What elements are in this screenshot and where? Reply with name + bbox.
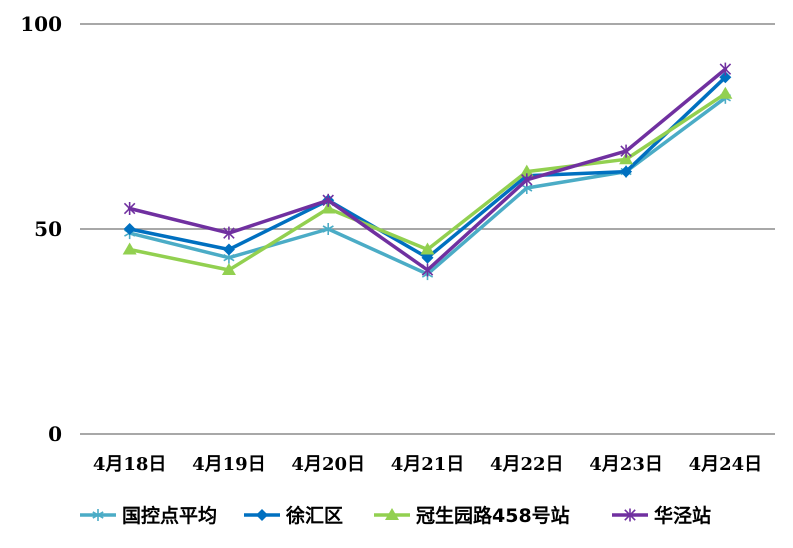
series-3 bbox=[122, 86, 733, 275]
x-tick-label-4: 4月21日 bbox=[391, 454, 465, 475]
x-tick-label-7: 4月24日 bbox=[689, 454, 763, 475]
y-tick-label-0: 0 bbox=[48, 422, 62, 446]
series-3-point-6 bbox=[619, 152, 634, 165]
series-lines bbox=[122, 62, 733, 281]
series-2 bbox=[123, 71, 732, 264]
legend-marker-4 bbox=[624, 508, 636, 522]
series-4-point-4 bbox=[421, 263, 434, 277]
series-3-point-3 bbox=[321, 201, 336, 214]
legend-item-2: 徐汇区 bbox=[244, 504, 343, 527]
series-3-point-7 bbox=[718, 86, 733, 99]
legend-marker-3 bbox=[385, 508, 399, 520]
x-axis-category-labels: 4月18日 4月19日 4月20日 4月21日 4月22日 4月23日 4月24日 bbox=[93, 454, 762, 475]
series-2-point-1 bbox=[123, 223, 136, 235]
y-tick-label-50: 50 bbox=[34, 217, 62, 241]
series-2-point-4 bbox=[421, 251, 434, 264]
x-tick-label-3: 4月20日 bbox=[291, 454, 365, 475]
legend-label-3: 冠生园路458号站 bbox=[416, 504, 570, 527]
x-tick-label-5: 4月22日 bbox=[490, 454, 564, 475]
legend-label-1: 国控点平均 bbox=[122, 504, 217, 527]
legend-item-4: 华泾站 bbox=[612, 504, 711, 527]
gridlines bbox=[80, 23, 775, 435]
legend-marker-1 bbox=[92, 509, 104, 521]
series-2-point-7 bbox=[719, 71, 732, 84]
series-4-point-3 bbox=[322, 193, 334, 207]
legend-item-3: 冠生园路458号站 bbox=[374, 504, 570, 527]
series-3-point-2 bbox=[221, 263, 236, 275]
series-4-point-2 bbox=[223, 226, 235, 240]
legend-item-1: 国控点平均 bbox=[80, 504, 217, 527]
series-2-point-2 bbox=[222, 243, 235, 256]
series-1-point-3 bbox=[322, 223, 334, 235]
x-tick-label-1: 4月18日 bbox=[93, 454, 167, 475]
series-4-point-1 bbox=[123, 202, 136, 215]
series-4-point-5 bbox=[521, 173, 533, 187]
x-tick-label-6: 4月23日 bbox=[589, 454, 663, 475]
series-4-point-6 bbox=[620, 144, 632, 158]
legend-label-2: 徐汇区 bbox=[285, 504, 343, 527]
legend: 国控点平均 徐汇区 冠生园路458号站 华泾站 bbox=[80, 504, 711, 527]
series-3-point-1 bbox=[122, 242, 137, 255]
series-4-line bbox=[127, 67, 728, 272]
legend-marker-2 bbox=[256, 509, 268, 521]
legend-label-4: 华泾站 bbox=[654, 504, 711, 527]
y-axis-tick-labels: 0 50 100 bbox=[20, 12, 62, 446]
y-tick-label-100: 100 bbox=[20, 12, 62, 36]
series-4 bbox=[123, 62, 732, 277]
series-4-point-7 bbox=[719, 62, 732, 76]
series-3-point-5 bbox=[519, 164, 534, 177]
series-2-point-6 bbox=[620, 165, 633, 178]
series-3-point-4 bbox=[420, 242, 435, 255]
x-tick-label-2: 4月19日 bbox=[192, 454, 266, 475]
